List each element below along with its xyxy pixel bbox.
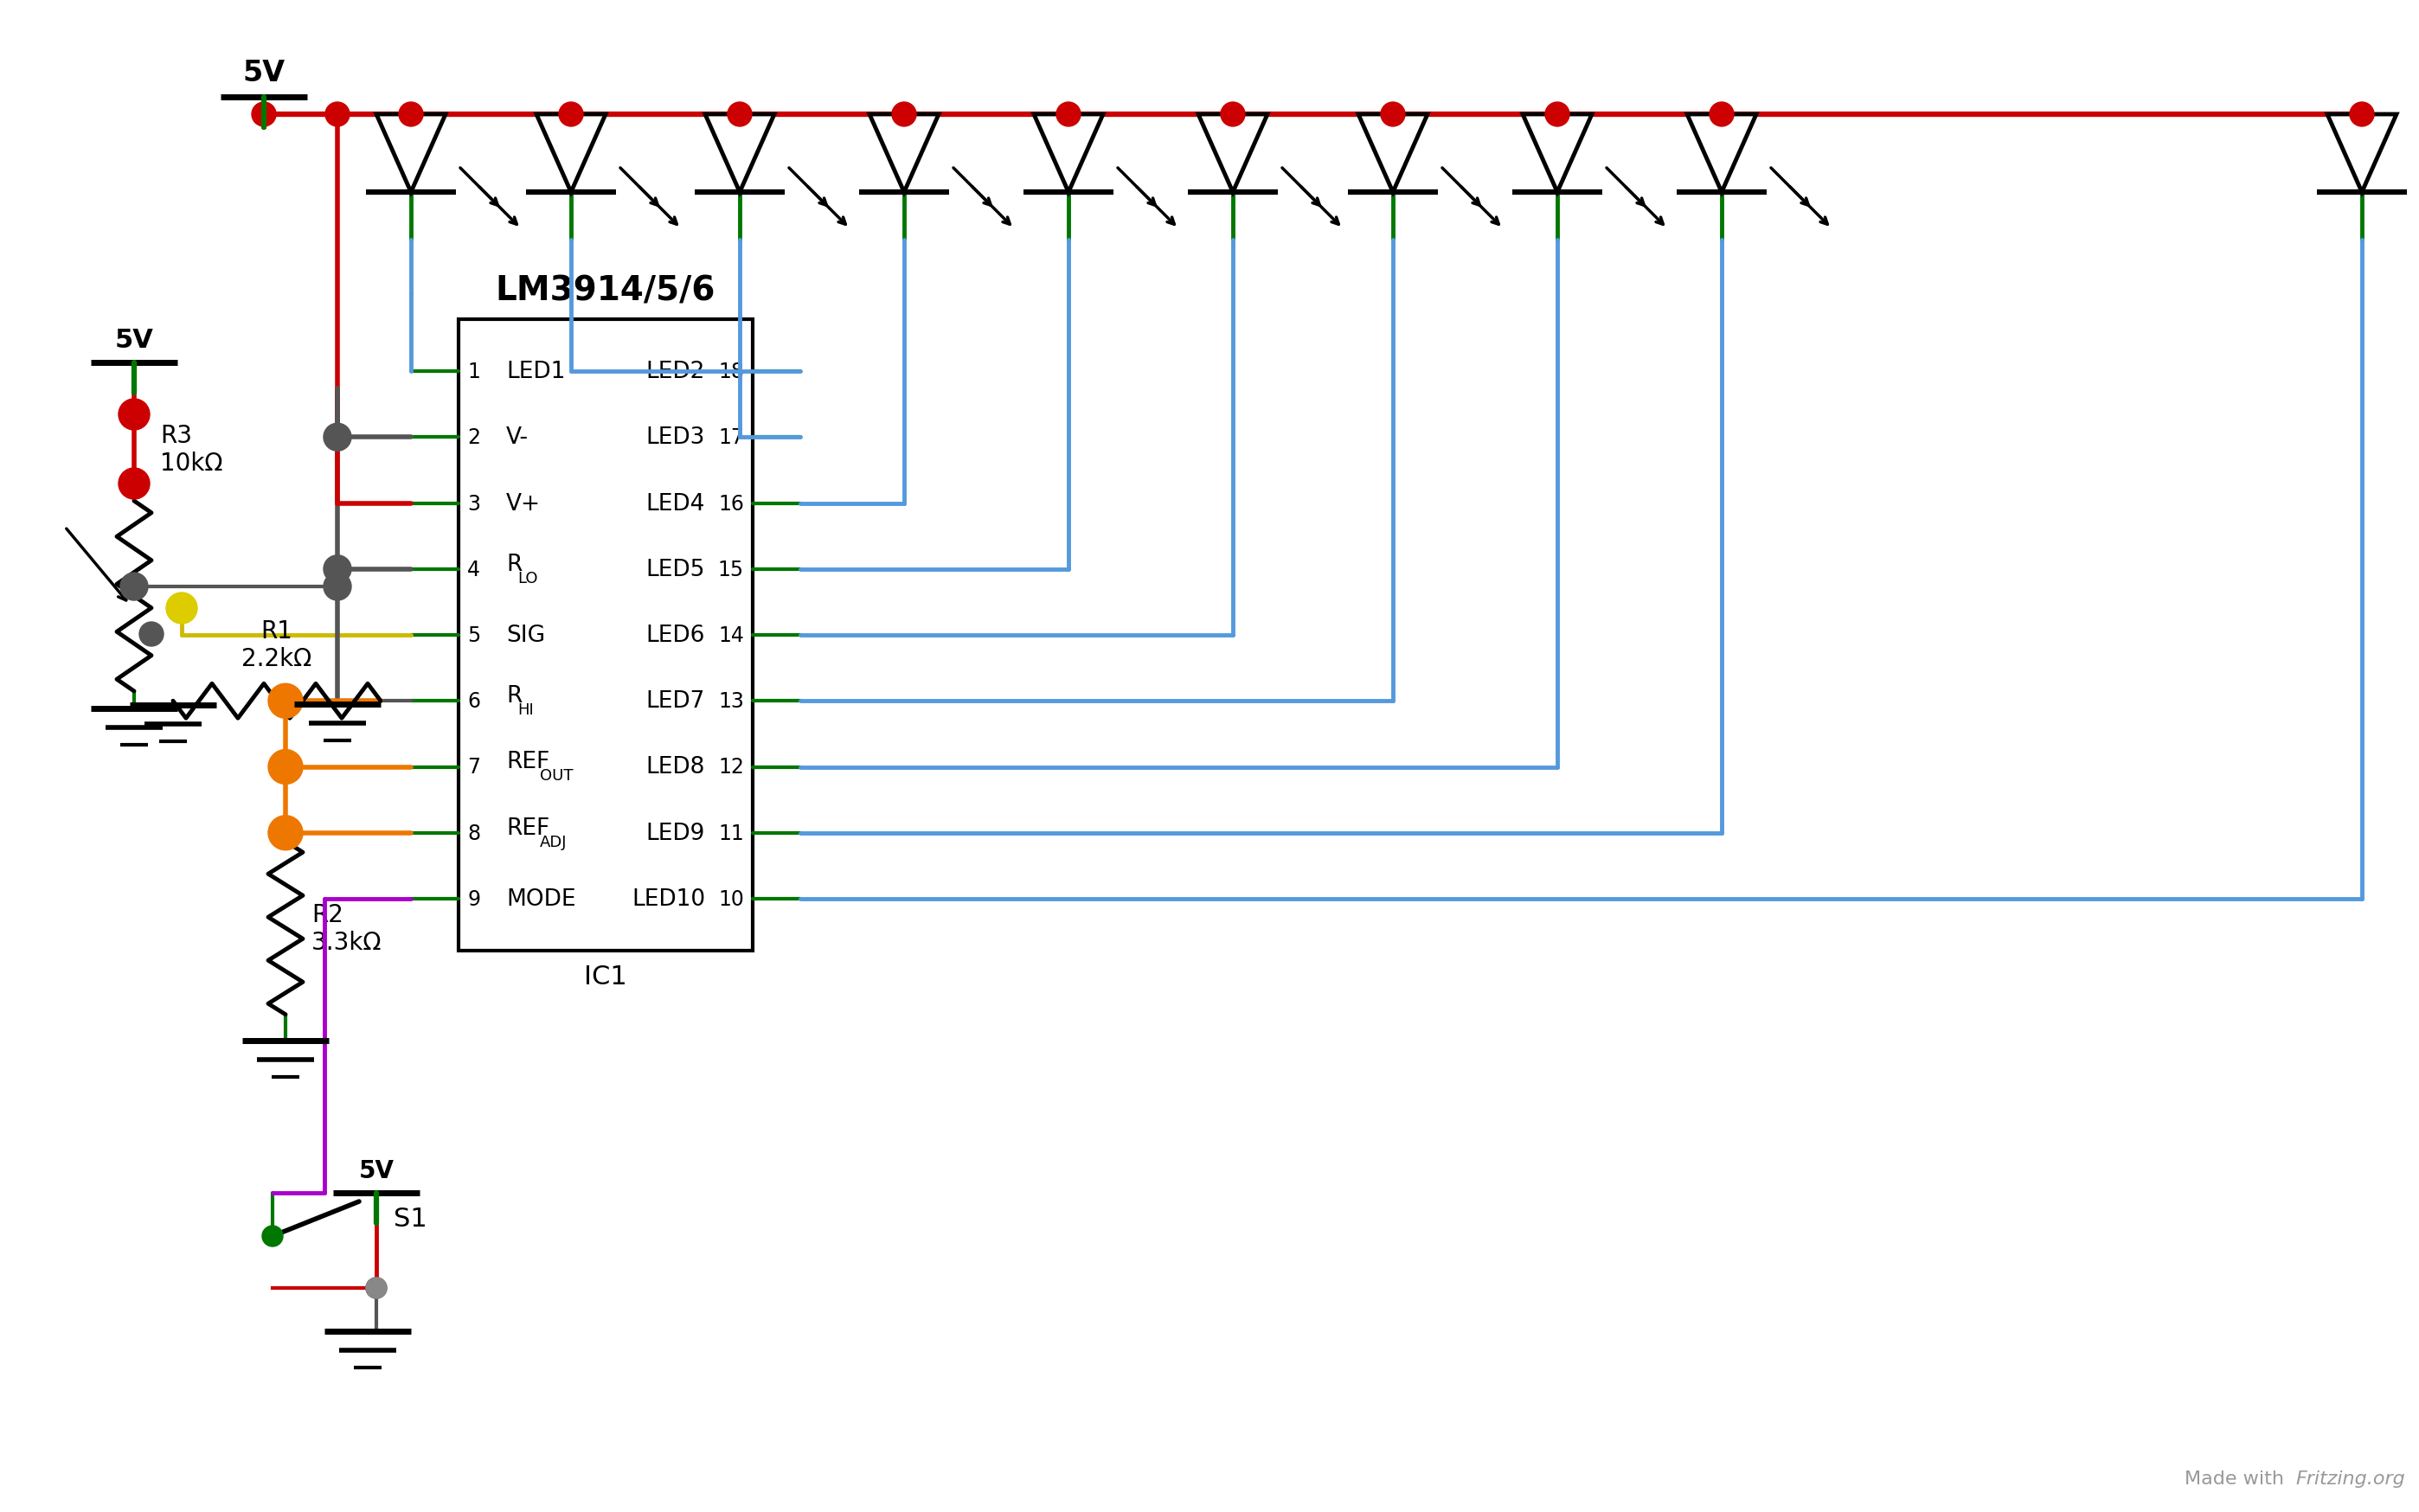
Text: 10: 10	[718, 889, 745, 909]
Text: S1: S1	[394, 1207, 428, 1231]
Circle shape	[167, 593, 198, 624]
Polygon shape	[704, 115, 774, 194]
Text: LED1: LED1	[506, 360, 566, 383]
Circle shape	[119, 469, 150, 499]
Polygon shape	[377, 115, 445, 194]
Text: LED3: LED3	[646, 426, 704, 449]
Text: 9: 9	[467, 889, 479, 909]
Text: Made with: Made with	[2184, 1470, 2284, 1486]
Text: LED6: LED6	[646, 624, 704, 647]
Circle shape	[324, 423, 351, 452]
Text: 5V: 5V	[358, 1158, 394, 1182]
Polygon shape	[868, 115, 939, 194]
Circle shape	[1381, 103, 1405, 127]
Circle shape	[140, 623, 164, 647]
Text: MODE: MODE	[506, 888, 576, 910]
Text: 5V: 5V	[114, 328, 152, 352]
Text: HI: HI	[518, 702, 535, 718]
Text: 18: 18	[718, 361, 745, 383]
Polygon shape	[2327, 115, 2397, 194]
Text: LED5: LED5	[646, 558, 704, 581]
Text: R1
2.2kΩ: R1 2.2kΩ	[242, 618, 312, 671]
Circle shape	[1057, 103, 1081, 127]
Text: LED9: LED9	[646, 823, 704, 844]
Text: ADJ: ADJ	[539, 835, 566, 850]
Text: 4: 4	[467, 559, 479, 581]
Text: LED7: LED7	[646, 689, 704, 712]
Text: 5V: 5V	[242, 59, 285, 88]
Text: LM3914/5/6: LM3914/5/6	[496, 274, 716, 307]
Text: R2
3.3kΩ: R2 3.3kΩ	[312, 903, 382, 954]
Polygon shape	[1197, 115, 1268, 194]
Text: 2: 2	[467, 428, 479, 448]
Text: OUT: OUT	[539, 768, 573, 783]
Text: R: R	[506, 553, 523, 576]
Bar	[460, 321, 752, 951]
Text: 3: 3	[467, 493, 479, 514]
Circle shape	[261, 1226, 283, 1246]
Circle shape	[324, 103, 348, 127]
Polygon shape	[1522, 115, 1592, 194]
Circle shape	[2349, 103, 2373, 127]
Circle shape	[269, 683, 302, 718]
Text: LED4: LED4	[646, 493, 704, 514]
Text: REF: REF	[506, 751, 549, 773]
Text: R: R	[506, 685, 523, 708]
Circle shape	[1222, 103, 1246, 127]
Polygon shape	[537, 115, 605, 194]
Polygon shape	[1033, 115, 1103, 194]
Text: LED2: LED2	[646, 360, 704, 383]
Circle shape	[119, 399, 150, 431]
Text: SIG: SIG	[506, 624, 544, 647]
Text: 6: 6	[467, 691, 479, 712]
Circle shape	[269, 750, 302, 785]
Circle shape	[324, 555, 351, 584]
Text: 1: 1	[467, 361, 479, 383]
Text: IC1: IC1	[583, 965, 627, 989]
Circle shape	[121, 573, 148, 600]
Circle shape	[324, 573, 351, 600]
Text: REF: REF	[506, 816, 549, 839]
Text: 14: 14	[718, 624, 745, 646]
Circle shape	[365, 1278, 387, 1299]
Circle shape	[728, 103, 752, 127]
Text: 7: 7	[467, 758, 479, 777]
Text: 5: 5	[467, 624, 481, 646]
Text: 15: 15	[718, 559, 745, 581]
Circle shape	[1546, 103, 1570, 127]
Text: 8: 8	[467, 823, 481, 844]
Text: LED10: LED10	[631, 888, 704, 910]
Circle shape	[559, 103, 583, 127]
Text: Fritzing.org: Fritzing.org	[2296, 1470, 2404, 1486]
Circle shape	[893, 103, 917, 127]
Text: LED8: LED8	[646, 756, 704, 779]
Text: V-: V-	[506, 426, 530, 449]
Text: 17: 17	[718, 428, 745, 448]
Text: LO: LO	[518, 570, 537, 587]
Text: 13: 13	[718, 691, 745, 712]
Text: R3
10kΩ: R3 10kΩ	[160, 423, 223, 476]
Circle shape	[252, 103, 276, 127]
Circle shape	[269, 816, 302, 850]
Text: 16: 16	[718, 493, 745, 514]
Polygon shape	[1686, 115, 1756, 194]
Circle shape	[1710, 103, 1734, 127]
Polygon shape	[1359, 115, 1427, 194]
Text: V+: V+	[506, 493, 542, 514]
Text: 11: 11	[718, 823, 745, 844]
Circle shape	[365, 1278, 387, 1299]
Text: 12: 12	[718, 758, 745, 777]
Circle shape	[399, 103, 423, 127]
